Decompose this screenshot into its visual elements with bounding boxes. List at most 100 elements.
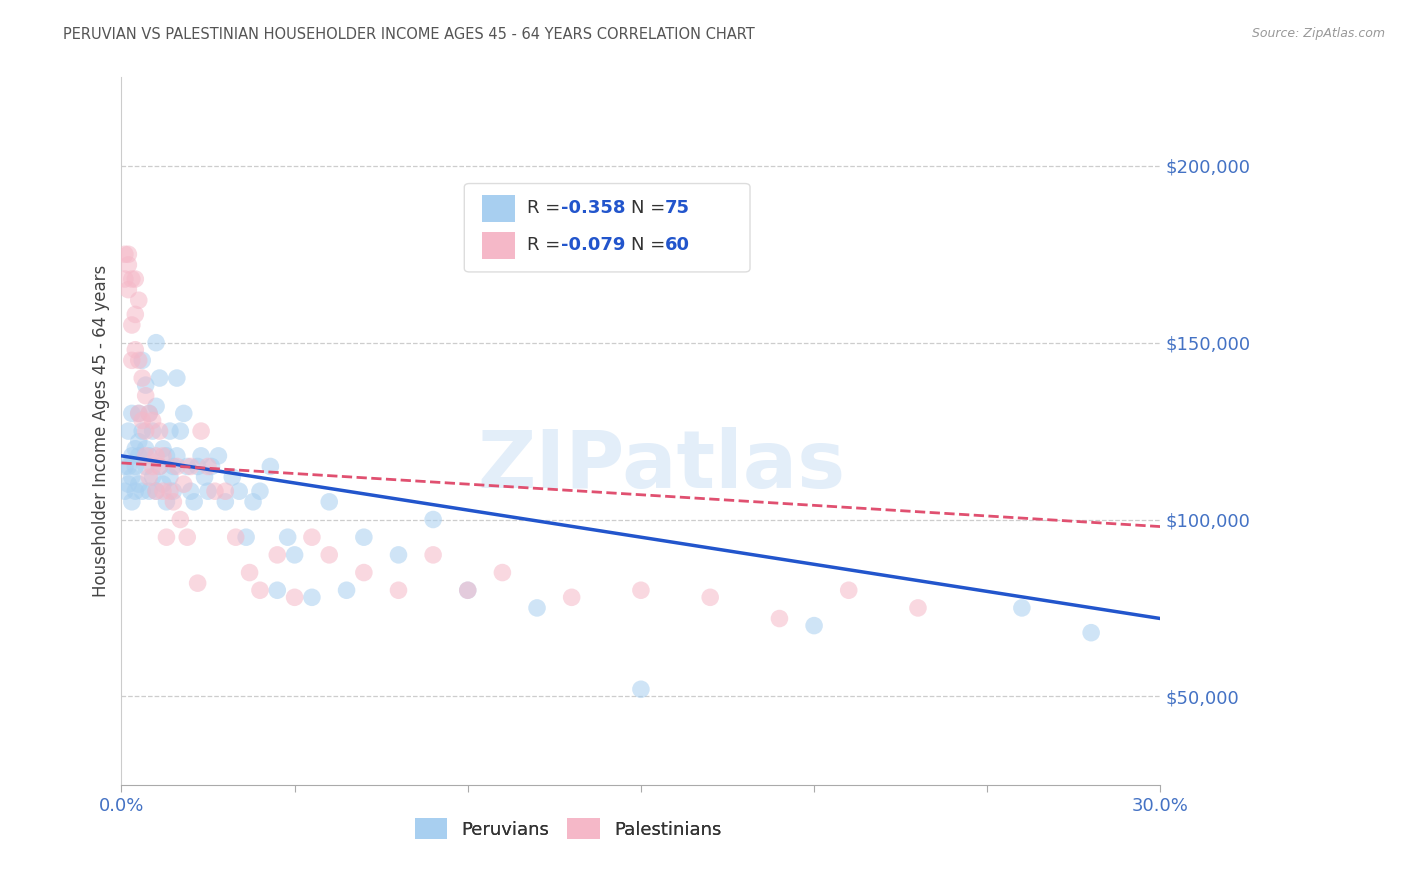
Point xyxy=(148,459,170,474)
Point xyxy=(193,470,215,484)
Point xyxy=(121,470,143,484)
Point xyxy=(526,601,548,615)
Point xyxy=(491,566,513,580)
Point xyxy=(128,406,150,420)
Point xyxy=(180,459,202,474)
Point xyxy=(148,371,170,385)
Point xyxy=(180,484,202,499)
Point xyxy=(128,293,150,308)
Point xyxy=(128,477,150,491)
Point xyxy=(124,272,146,286)
FancyBboxPatch shape xyxy=(482,194,515,222)
Point xyxy=(387,548,409,562)
Text: N =: N = xyxy=(630,236,671,254)
Point xyxy=(190,449,212,463)
Point xyxy=(235,530,257,544)
Point xyxy=(135,389,157,403)
Point xyxy=(169,424,191,438)
Point xyxy=(114,272,136,286)
Point xyxy=(1011,601,1033,615)
Point xyxy=(145,449,167,463)
Point xyxy=(152,477,174,491)
Point xyxy=(117,459,139,474)
Point xyxy=(128,449,150,463)
Point xyxy=(117,424,139,438)
Point xyxy=(131,413,153,427)
Point xyxy=(266,548,288,562)
Point xyxy=(131,484,153,499)
Point xyxy=(214,495,236,509)
Point xyxy=(121,272,143,286)
Point xyxy=(117,283,139,297)
Point xyxy=(183,495,205,509)
Point xyxy=(145,484,167,499)
Point xyxy=(148,459,170,474)
Point xyxy=(159,424,181,438)
Point xyxy=(204,484,226,499)
Text: -0.358: -0.358 xyxy=(561,199,626,218)
Point xyxy=(173,477,195,491)
Point xyxy=(318,495,340,509)
Point xyxy=(768,611,790,625)
Point xyxy=(200,459,222,474)
Point xyxy=(138,406,160,420)
Point xyxy=(128,406,150,420)
Point xyxy=(117,258,139,272)
Point xyxy=(699,591,721,605)
Point xyxy=(166,459,188,474)
Point xyxy=(152,449,174,463)
Point xyxy=(630,682,652,697)
Point xyxy=(318,548,340,562)
Point xyxy=(135,424,157,438)
Point xyxy=(131,371,153,385)
Point xyxy=(135,449,157,463)
Point xyxy=(162,459,184,474)
Point xyxy=(124,442,146,456)
Text: 60: 60 xyxy=(665,236,690,254)
Point xyxy=(138,449,160,463)
Point xyxy=(138,470,160,484)
Text: Source: ZipAtlas.com: Source: ZipAtlas.com xyxy=(1251,27,1385,40)
Point xyxy=(131,424,153,438)
Point xyxy=(221,470,243,484)
Point xyxy=(422,512,444,526)
Point xyxy=(121,353,143,368)
Point xyxy=(335,583,357,598)
Text: R =: R = xyxy=(527,236,565,254)
Point xyxy=(197,459,219,474)
Point xyxy=(190,424,212,438)
Point xyxy=(173,406,195,420)
Point xyxy=(277,530,299,544)
Point xyxy=(803,618,825,632)
Point xyxy=(162,495,184,509)
Point xyxy=(131,353,153,368)
Point xyxy=(457,583,479,598)
Point xyxy=(117,247,139,261)
FancyBboxPatch shape xyxy=(464,184,749,272)
Point xyxy=(121,449,143,463)
Point xyxy=(117,477,139,491)
Text: PERUVIAN VS PALESTINIAN HOUSEHOLDER INCOME AGES 45 - 64 YEARS CORRELATION CHART: PERUVIAN VS PALESTINIAN HOUSEHOLDER INCO… xyxy=(63,27,755,42)
Point xyxy=(142,459,165,474)
Point xyxy=(353,566,375,580)
Point xyxy=(138,484,160,499)
Point xyxy=(145,335,167,350)
Point xyxy=(228,484,250,499)
Point xyxy=(166,371,188,385)
Point xyxy=(114,484,136,499)
Point xyxy=(124,307,146,321)
Point xyxy=(169,512,191,526)
Point xyxy=(214,484,236,499)
Point xyxy=(152,442,174,456)
Point xyxy=(197,484,219,499)
Point xyxy=(135,459,157,474)
Text: N =: N = xyxy=(630,199,671,218)
Point xyxy=(561,591,583,605)
Text: 75: 75 xyxy=(665,199,690,218)
Point xyxy=(142,424,165,438)
Point xyxy=(145,400,167,414)
Point xyxy=(301,591,323,605)
Point xyxy=(457,583,479,598)
Text: ZIPatlas: ZIPatlas xyxy=(478,427,846,506)
Point xyxy=(124,343,146,357)
